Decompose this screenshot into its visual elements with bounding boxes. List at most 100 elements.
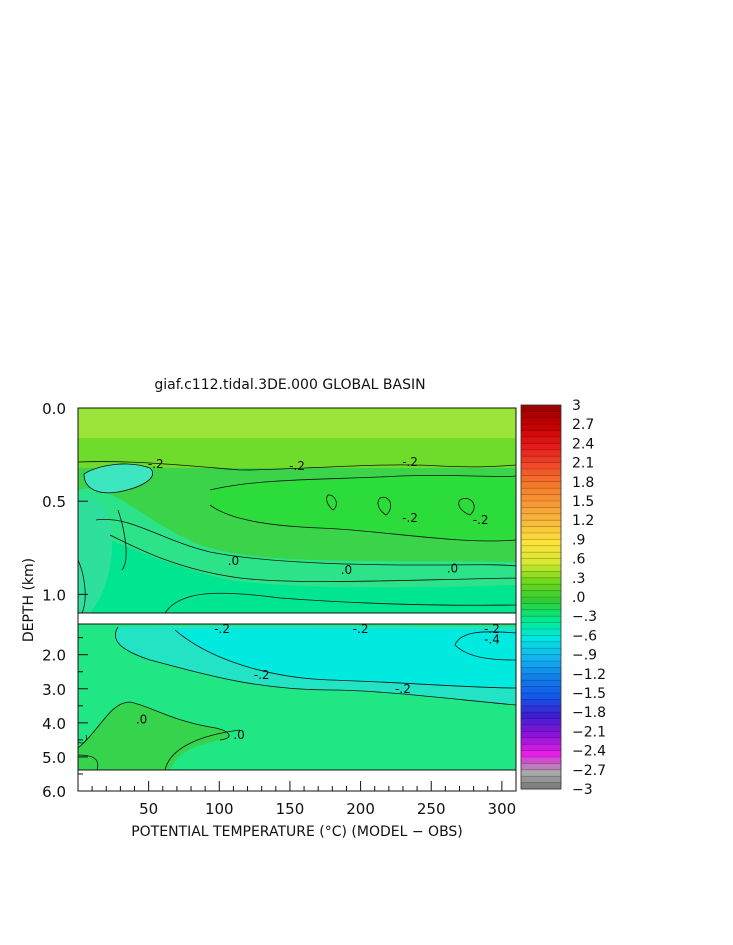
colorbar-segment (521, 693, 561, 700)
colorbar-segment (521, 417, 561, 425)
colorbar-segment (521, 629, 561, 636)
colorbar-segment (521, 513, 561, 521)
contour-label: -.2 (214, 622, 230, 636)
y-axis: 0.0 0.5 1.0 2.0 3.0 4.0 5.0 6.0 (42, 400, 88, 801)
colorbar-segment (521, 577, 561, 585)
y-tick-label: 2.0 (42, 647, 66, 665)
colorbar-label: 1.8 (572, 475, 594, 491)
colorbar-segment (521, 469, 561, 476)
colorbar-segment (521, 769, 561, 777)
y-axis-label: DEPTH (km) (21, 558, 37, 642)
colorbar-label: 3 (572, 398, 581, 414)
x-tick-label: 300 (488, 800, 517, 818)
x-tick-label: 150 (276, 800, 305, 818)
contour-label: -.2 (254, 668, 270, 682)
colorbar: 3 2.7 2.4 2.1 1.8 1.5 1.2 .9 .6 .3 .0 −.3 −.6 −.9 −1.2… (520, 398, 606, 798)
colorbar-segment (521, 449, 561, 457)
y-tick-label: 4.0 (42, 715, 66, 733)
colorbar-segment (521, 616, 561, 624)
colorbar-segment (521, 488, 561, 496)
colorbar-segment (521, 552, 561, 560)
contour-label: .0 (136, 712, 147, 726)
contour-label: -.2 (148, 457, 164, 471)
colorbar-segment (521, 731, 561, 739)
colorbar-segment (521, 712, 561, 720)
colorbar-segment (521, 597, 561, 604)
upper-panel (78, 408, 516, 613)
colorbar-segment (521, 437, 561, 444)
y-tick-label: 3.0 (42, 681, 66, 699)
colorbar-segment (521, 686, 561, 694)
colorbar-segment (521, 776, 561, 784)
colorbar-segment (521, 545, 561, 553)
colorbar-label: −1.5 (572, 686, 606, 702)
colorbar-segment (521, 782, 561, 790)
x-axis: 50 100 150 200 250 300 (91, 781, 517, 818)
colorbar-segment (521, 494, 561, 502)
colorbar-segment (521, 405, 561, 412)
colorbar-segment (521, 699, 561, 707)
contour-label: .0 (341, 563, 352, 577)
y-tick-label: 5.0 (42, 749, 66, 767)
colorbar-label: .3 (572, 571, 585, 587)
colorbar-segment (521, 661, 561, 668)
colorbar-label: −.9 (572, 648, 597, 664)
contour-label: -.4 (484, 632, 500, 646)
y-tick-label: 0.5 (42, 493, 66, 511)
x-tick-label: 100 (205, 800, 234, 818)
colorbar-label: −2.7 (572, 763, 606, 779)
contour-label: -.2 (395, 682, 411, 696)
colorbar-segment (521, 526, 561, 534)
colorbar-segment (521, 673, 561, 681)
colorbar-segment (521, 456, 561, 464)
contour-label: -.2 (473, 513, 489, 527)
colorbar-label: 1.2 (572, 513, 594, 529)
colorbar-segment (521, 539, 561, 547)
colorbar-segment (521, 481, 561, 489)
contour-label: -.2 (484, 622, 500, 636)
colorbar-segment (521, 443, 561, 451)
colorbar-segment (521, 609, 561, 617)
contour-label: -.2 (353, 622, 369, 636)
colorbar-segment (521, 584, 561, 592)
colorbar-label: −1.2 (572, 667, 606, 683)
colorbar-segment (521, 705, 561, 713)
colorbar-label: 2.4 (572, 436, 594, 452)
colorbar-segment (521, 424, 561, 432)
colorbar-segment (521, 757, 561, 764)
upper-contours (78, 461, 516, 613)
colorbar-segment (521, 520, 561, 528)
colorbar-segment (521, 475, 561, 483)
x-tick-label: 200 (346, 800, 375, 818)
colorbar-label: −.3 (572, 609, 597, 625)
axes-frame (77, 407, 517, 792)
y-tick-label: 1.0 (42, 586, 66, 604)
contour-label: -.2 (402, 455, 418, 469)
colorbar-label: −.6 (572, 628, 597, 644)
colorbar-segment (521, 750, 561, 758)
colorbar-segment (521, 648, 561, 656)
colorbar-segment (521, 462, 561, 470)
colorbar-segment (521, 718, 561, 726)
colorbar-segment (521, 565, 561, 572)
colorbar-segment (521, 501, 561, 508)
colorbar-segment (521, 725, 561, 732)
contour-label: -.2 (402, 511, 418, 525)
chart-title: giaf.c112.tidal.3DE.000 GLOBAL BASIN (154, 377, 425, 393)
colorbar-segment (521, 667, 561, 675)
contour-label: .0 (447, 561, 458, 575)
colorbar-label: .0 (572, 590, 585, 606)
colorbar-segment (521, 737, 561, 745)
colorbar-segment (521, 763, 561, 771)
colorbar-segment (521, 411, 561, 419)
colorbar-segment (521, 590, 561, 598)
colorbar-label: .6 (572, 552, 585, 568)
colorbar-frame (520, 404, 562, 790)
colorbar-segment (521, 622, 561, 630)
colorbar-label: 2.1 (572, 456, 594, 472)
colorbar-label: 2.7 (572, 417, 594, 433)
x-tick-label: 50 (139, 800, 158, 818)
colorbar-label: −2.4 (572, 744, 606, 760)
colorbar-segment (521, 571, 561, 579)
